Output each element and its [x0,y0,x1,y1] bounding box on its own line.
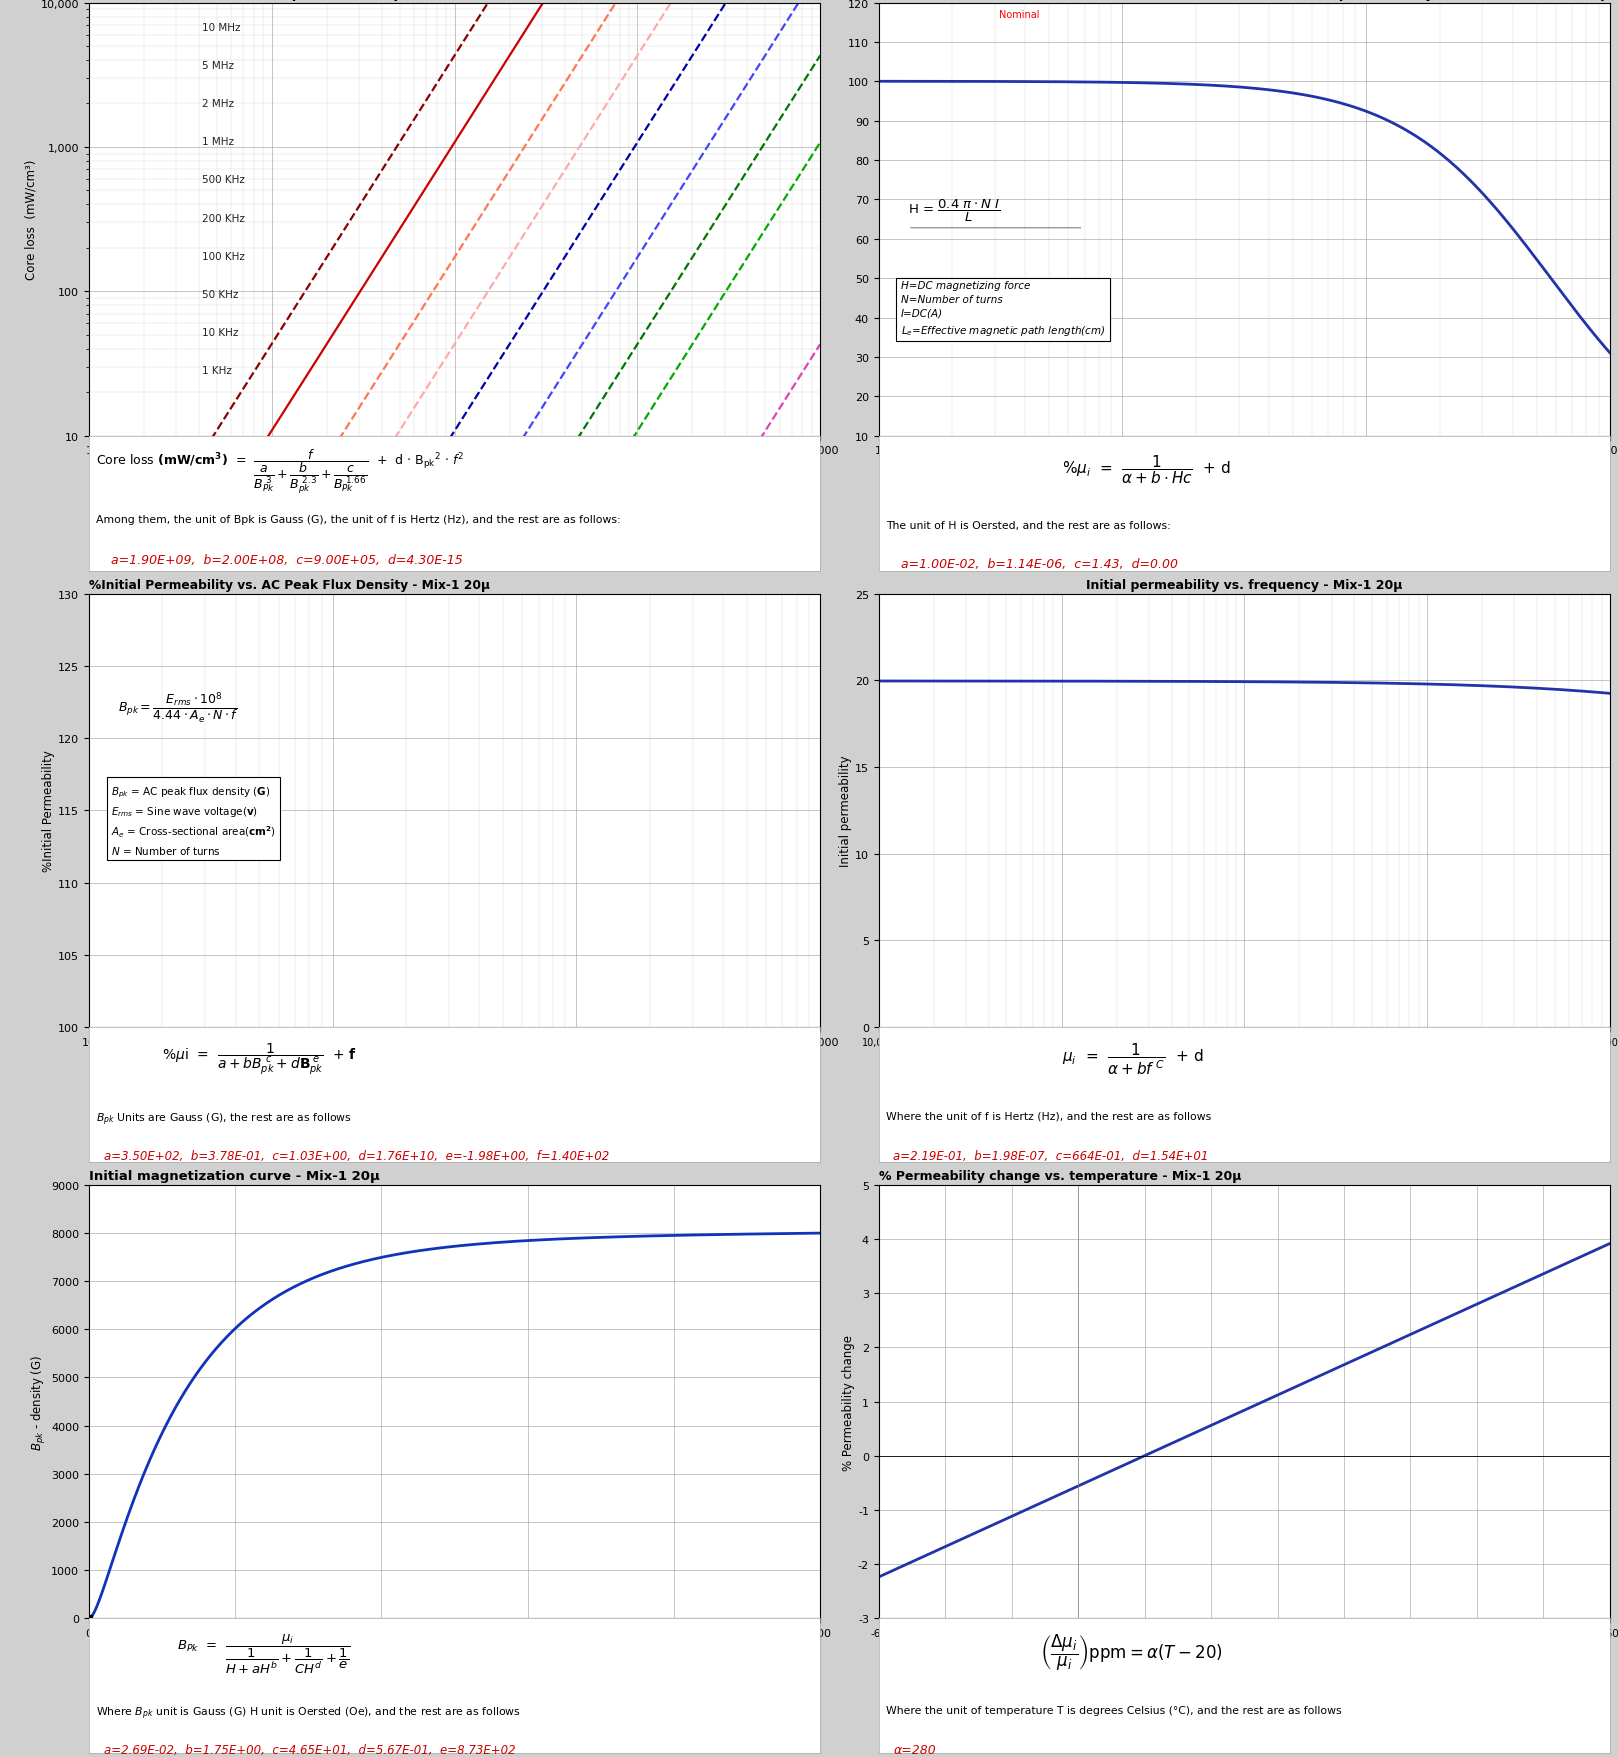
Text: a=2.69E-02,  b=1.75E+00,  c=4.65E+01,  d=5.67E-01,  e=8.73E+02: a=2.69E-02, b=1.75E+00, c=4.65E+01, d=5.… [104,1743,515,1755]
Text: Among them, the unit of Bpk is Gauss (G), the unit of f is Hertz (Hz), and the r: Among them, the unit of Bpk is Gauss (G)… [97,515,621,525]
Y-axis label: %Initial Permeability: %Initial Permeability [42,750,55,871]
Text: a=2.19E-01,  b=1.98E-07,  c=664E-01,  d=1.54E+01: a=2.19E-01, b=1.98E-07, c=664E-01, d=1.5… [893,1149,1209,1161]
Text: 2 MHz: 2 MHz [202,98,235,109]
Text: The unit of H is Oersted, and the rest are as follows:: The unit of H is Oersted, and the rest a… [887,520,1171,531]
X-axis label: Frequency (Hz): Frequency (Hz) [1201,1049,1290,1063]
Text: H = $\dfrac{0.4\ \pi \cdot N\ I}{L}$: H = $\dfrac{0.4\ \pi \cdot N\ I}{L}$ [908,199,1000,225]
X-axis label: $\boldsymbol{B}_{pk}$  - AC peak flux density(G): $\boldsymbol{B}_{pk}$ - AC peak flux den… [367,459,542,476]
Text: 100 KHz: 100 KHz [202,251,246,262]
Text: Where $B_{pk}$ unit is Gauss (G) H unit is Oersted (Oe), and the rest are as fol: Where $B_{pk}$ unit is Gauss (G) H unit … [97,1704,521,1722]
Text: 10 KHz: 10 KHz [202,329,239,337]
Text: 1 KHz: 1 KHz [202,365,233,376]
X-axis label: 磁化力(Oe): 磁化力(Oe) [429,1641,481,1653]
Text: 200 KHz: 200 KHz [202,213,246,223]
Text: a=3.50E+02,  b=3.78E-01,  c=1.03E+00,  d=1.76E+10,  e=-1.98E+00,  f=1.40E+02: a=3.50E+02, b=3.78E-01, c=1.03E+00, d=1.… [104,1149,608,1161]
X-axis label: $\boldsymbol{B}_{pk}$  - AC peak flux density (G): $\boldsymbol{B}_{pk}$ - AC peak flux den… [366,1049,544,1068]
Text: Initial magnetization curve - Mix-1 20μ: Initial magnetization curve - Mix-1 20μ [89,1170,380,1182]
Y-axis label: % Permeability change: % Permeability change [841,1334,854,1469]
Text: $B_{pk}$ = AC peak flux density ($\bf{G}$)
$E_{rms}$ = Sine wave voltage($\bf{v}: $B_{pk}$ = AC peak flux density ($\bf{G}… [112,785,277,856]
Text: $B_{Pk}$  =  $\dfrac{\mu_i}{\dfrac{1}{H + aH^b} + \dfrac{1}{CH^d} + \dfrac{1}{e}: $B_{Pk}$ = $\dfrac{\mu_i}{\dfrac{1}{H + … [176,1632,351,1674]
Text: Core loss $\mathbf{(mW/cm^3)}$  =  $\dfrac{f}{\dfrac{a}{B_{Pk}^{\ 3}} + \dfrac{b: Core loss $\mathbf{(mW/cm^3)}$ = $\dfrac… [97,448,464,495]
Y-axis label: Core loss  (mW/cm³): Core loss (mW/cm³) [24,160,37,279]
Text: $B_{pk} = \dfrac{E_{rms} \cdot 10^8}{4.44 \cdot A_e \cdot N \cdot f}$: $B_{pk} = \dfrac{E_{rms} \cdot 10^8}{4.4… [118,691,239,724]
Text: 1 MHz: 1 MHz [202,137,235,148]
Text: $\left(\dfrac{\Delta\mu_i}{\mu_i}\right)\mathrm{ppm} = \alpha(T-20)$: $\left(\dfrac{\Delta\mu_i}{\mu_i}\right)… [1039,1632,1222,1673]
Text: H=DC magnetizing force
N=Number of turns
I=DC(A)
$L_e$=Effective magnetic path l: H=DC magnetizing force N=Number of turns… [901,281,1105,337]
Text: %$\mu_i$  =  $\dfrac{1}{\alpha + b \cdot Hc}$  + d: %$\mu_i$ = $\dfrac{1}{\alpha + b \cdot H… [1061,453,1230,485]
Text: %$\mu$i  =  $\dfrac{1}{a + bB_{pk}^{\ c} + d\mathbf{B}_{pk}^{\ e}}$  + $\bf{f}$: %$\mu$i = $\dfrac{1}{a + bB_{pk}^{\ c} +… [162,1040,356,1077]
Text: 50 KHz: 50 KHz [202,290,239,300]
Title: Initial permeability vs. frequency - Mix-1 20μ: Initial permeability vs. frequency - Mix… [1086,578,1403,592]
Text: Where the unit of temperature T is degrees Celsius (°C), and the rest are as fol: Where the unit of temperature T is degre… [887,1704,1341,1715]
Text: 5 MHz: 5 MHz [202,61,235,70]
Y-axis label: $B_{pk}$ - density (G): $B_{pk}$ - density (G) [31,1353,49,1450]
Text: $B_{pk}$ Units are Gauss (G), the rest are as follows: $B_{pk}$ Units are Gauss (G), the rest a… [97,1110,353,1128]
X-axis label: Temperature (°C): Temperature (°C) [1192,1641,1296,1653]
Text: Nominal: Nominal [1000,11,1040,19]
Text: a=1.90E+09,  b=2.00E+08,  c=9.00E+05,  d=4.30E-15: a=1.90E+09, b=2.00E+08, c=9.00E+05, d=4.… [112,553,463,568]
Text: 10 MHz: 10 MHz [202,23,241,33]
Text: α=280: α=280 [893,1743,937,1755]
Text: Where the unit of f is Hertz (Hz), and the rest are as follows: Where the unit of f is Hertz (Hz), and t… [887,1110,1212,1121]
Text: % Permeability change vs. temperature - Mix-1 20μ: % Permeability change vs. temperature - … [879,1170,1241,1182]
Text: a=1.00E-02,  b=1.14E-06,  c=1.43,  d=0.00: a=1.00E-02, b=1.14E-06, c=1.43, d=0.00 [901,559,1178,571]
Text: %Initial Permeability vs. AC Peak Flux Density - Mix-1 20μ: %Initial Permeability vs. AC Peak Flux D… [89,578,490,592]
Y-axis label: Initial permeability: Initial permeability [840,756,853,866]
Text: 500 KHz: 500 KHz [202,176,246,186]
Text: $\mu_i$  =  $\dfrac{1}{\alpha + bf^{\ C}}$  + d: $\mu_i$ = $\dfrac{1}{\alpha + bf^{\ C}}$… [1061,1040,1202,1077]
X-axis label: H-DC magnetizing force(Oe): H-DC magnetizing force(Oe) [1160,459,1328,473]
